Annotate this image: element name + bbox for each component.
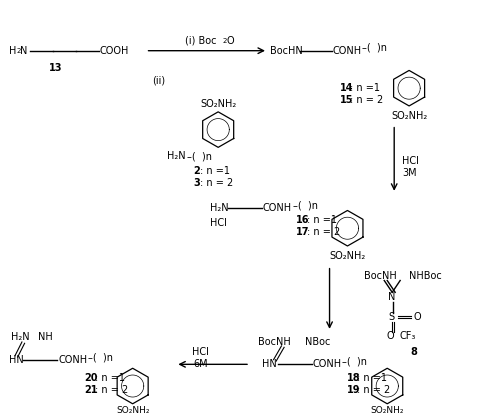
Text: CONH: CONH bbox=[312, 359, 342, 369]
Text: NHBoc: NHBoc bbox=[409, 271, 442, 281]
Text: : n = 2: : n = 2 bbox=[350, 95, 384, 105]
Text: 2: 2 bbox=[194, 166, 200, 176]
Text: : n =1: : n =1 bbox=[200, 166, 230, 176]
Text: HN: HN bbox=[10, 355, 24, 365]
Text: 2: 2 bbox=[222, 38, 226, 44]
Text: SO₂NH₂: SO₂NH₂ bbox=[200, 99, 236, 109]
Text: SO₂NH₂: SO₂NH₂ bbox=[370, 406, 404, 415]
Text: O: O bbox=[386, 331, 394, 341]
Text: BocNH: BocNH bbox=[364, 271, 397, 281]
Text: : n = 2: : n = 2 bbox=[306, 227, 340, 237]
Text: 17: 17 bbox=[296, 227, 309, 237]
Text: 8: 8 bbox=[410, 347, 418, 357]
Text: 21: 21 bbox=[84, 385, 98, 395]
Text: SO₂NH₂: SO₂NH₂ bbox=[330, 251, 366, 261]
Text: NBoc: NBoc bbox=[304, 337, 330, 347]
Text: HCl: HCl bbox=[192, 347, 208, 357]
Text: (ii): (ii) bbox=[152, 75, 166, 85]
Text: NH: NH bbox=[38, 332, 53, 342]
Text: 2: 2 bbox=[16, 48, 20, 54]
Text: –(  )n: –( )n bbox=[362, 43, 388, 53]
Text: : n =1: : n =1 bbox=[306, 215, 336, 225]
Text: : n =1: : n =1 bbox=[358, 373, 388, 383]
Text: –(  )n: –( )n bbox=[293, 201, 318, 211]
Text: HCl: HCl bbox=[210, 218, 227, 228]
Text: 15: 15 bbox=[340, 95, 353, 105]
Text: SO₂NH₂: SO₂NH₂ bbox=[116, 406, 150, 415]
Text: O: O bbox=[226, 36, 234, 46]
Text: 14: 14 bbox=[340, 83, 353, 93]
Text: –(  )n: –( )n bbox=[88, 352, 113, 362]
Text: (i) Boc: (i) Boc bbox=[186, 36, 217, 46]
Text: BocHN: BocHN bbox=[270, 46, 302, 56]
Text: 20: 20 bbox=[84, 373, 98, 383]
Text: O: O bbox=[413, 312, 420, 322]
Text: 13: 13 bbox=[50, 63, 63, 73]
Text: H: H bbox=[10, 46, 16, 56]
Text: : n = 2: : n = 2 bbox=[95, 385, 128, 395]
Text: CONH: CONH bbox=[332, 46, 362, 56]
Text: N: N bbox=[388, 292, 395, 302]
Text: : n = 2: : n = 2 bbox=[200, 178, 234, 188]
Text: COOH: COOH bbox=[100, 46, 129, 56]
Text: 19: 19 bbox=[346, 385, 360, 395]
Text: 6M: 6M bbox=[193, 359, 208, 369]
Text: 16: 16 bbox=[296, 215, 309, 225]
Text: N: N bbox=[20, 46, 28, 56]
Text: CONH: CONH bbox=[263, 203, 292, 214]
Text: SO₂NH₂: SO₂NH₂ bbox=[391, 111, 427, 121]
Text: H₂N: H₂N bbox=[12, 332, 30, 342]
Text: HN: HN bbox=[262, 359, 276, 369]
Text: : n = 2: : n = 2 bbox=[358, 385, 390, 395]
Text: : n =1: : n =1 bbox=[350, 83, 380, 93]
Text: HCl: HCl bbox=[402, 156, 419, 166]
Text: CF₃: CF₃ bbox=[399, 331, 415, 341]
Text: 18: 18 bbox=[346, 373, 360, 383]
Text: : n =1: : n =1 bbox=[95, 373, 125, 383]
Text: S: S bbox=[388, 312, 394, 322]
Text: H₂N: H₂N bbox=[166, 151, 186, 161]
Text: 3M: 3M bbox=[402, 168, 417, 178]
Text: CONH: CONH bbox=[58, 355, 87, 365]
Text: 3: 3 bbox=[194, 178, 200, 188]
Text: H₂N: H₂N bbox=[210, 203, 229, 214]
Text: –(  )n: –( )n bbox=[342, 357, 367, 367]
Text: BocNH: BocNH bbox=[258, 337, 290, 347]
Text: –(  )n: –( )n bbox=[188, 151, 212, 161]
